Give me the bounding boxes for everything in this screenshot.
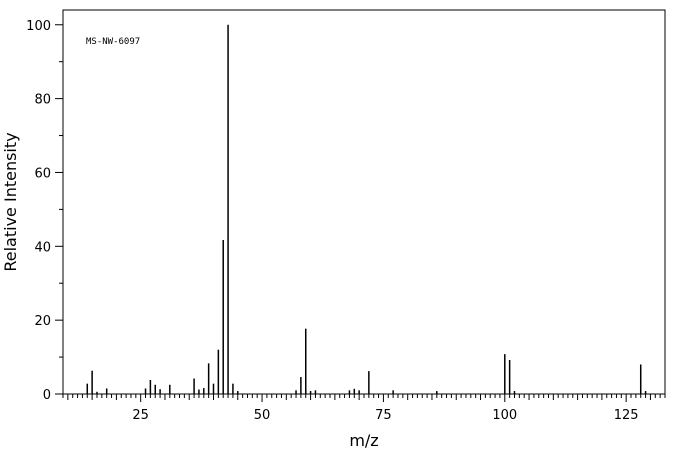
y-tick-label: 0 <box>43 388 51 403</box>
spectrum-id-annotation: MS-NW-6097 <box>86 37 140 47</box>
x-axis-title: m/z <box>349 431 378 450</box>
x-tick-label: 25 <box>132 408 149 423</box>
y-tick-label: 40 <box>34 240 51 255</box>
y-axis-ticks: 0 20 40 60 80 100 <box>26 19 63 403</box>
y-tick-label: 100 <box>26 19 51 34</box>
x-tick-label: 125 <box>614 408 639 423</box>
y-tick-label: 80 <box>34 93 51 108</box>
y-tick-label: 20 <box>34 314 51 329</box>
x-axis-ticks: 25 50 75 100 125 <box>62 394 666 423</box>
spectrum-peaks <box>86 24 647 394</box>
y-tick-label: 60 <box>34 166 51 181</box>
plot-frame <box>62 9 666 395</box>
x-tick-label: 50 <box>254 408 271 423</box>
x-tick-label: 100 <box>492 408 517 423</box>
x-tick-label: 75 <box>375 408 392 423</box>
y-axis-title: Relative Intensity <box>1 132 20 271</box>
